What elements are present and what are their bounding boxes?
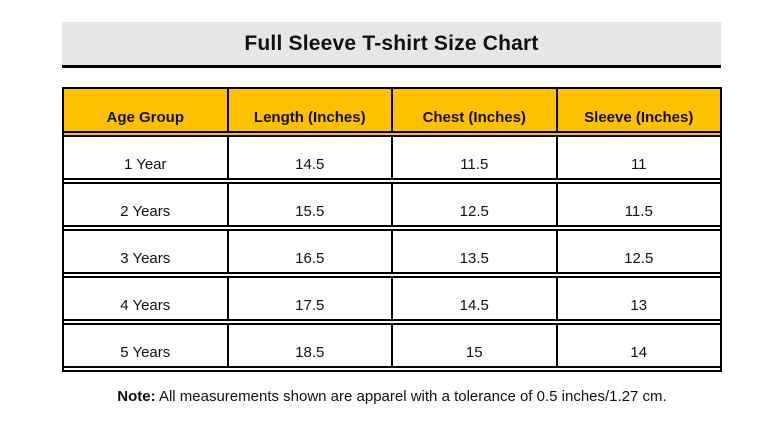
- table-cell-age: 5 Years: [64, 325, 229, 366]
- note-text: All measurements shown are apparel with …: [158, 388, 667, 405]
- column-header-age-group: Age Group: [64, 89, 229, 131]
- table-cell-chest: 12.5: [393, 184, 558, 225]
- table-row: 3 Years 16.5 13.5 12.5: [64, 231, 720, 278]
- column-header-length: Length (Inches): [229, 89, 393, 131]
- page-title: Full Sleeve T-shirt Size Chart: [244, 31, 539, 55]
- column-header-sleeve: Sleeve (Inches): [584, 109, 694, 126]
- table-cell-age: 1 Year: [64, 137, 229, 178]
- chart-title-bar: Full Sleeve T-shirt Size Chart: [62, 22, 721, 68]
- table-cell-sleeve: 11.5: [624, 203, 653, 220]
- table-cell-length: 15.5: [229, 184, 393, 225]
- note-label: Note:: [117, 388, 156, 405]
- table-cell-length: 18.5: [229, 325, 393, 366]
- table-cell-chest: 15: [393, 325, 558, 366]
- table-cell-age: 4 Years: [64, 278, 229, 319]
- table-cell-chest: 13.5: [393, 231, 558, 272]
- table-cell-sleeve: 14: [630, 344, 648, 361]
- table-cell-sleeve: 12.5: [624, 250, 654, 267]
- table-cell-length: 16.5: [229, 231, 393, 272]
- size-chart-table: Age Group Length (Inches) Chest (Inches)…: [62, 87, 722, 372]
- table-cell-age: 3 Years: [64, 231, 229, 272]
- table-cell-chest: 11.5: [393, 137, 558, 178]
- table-header-row: Age Group Length (Inches) Chest (Inches)…: [64, 89, 720, 137]
- table-cell-length: 17.5: [229, 278, 393, 319]
- table-row: 4 Years 17.5 14.5 13: [64, 278, 720, 325]
- column-header-chest: Chest (Inches): [393, 89, 558, 131]
- table-row: 2 Years 15.5 12.5 11.5: [64, 184, 720, 231]
- table-cell-age: 2 Years: [64, 184, 229, 225]
- table-row: 1 Year 14.5 11.5 11: [64, 137, 720, 184]
- table-cell-length: 14.5: [229, 137, 393, 178]
- table-row: 5 Years 18.5 15 14: [64, 325, 720, 372]
- table-cell-sleeve: 13: [630, 297, 648, 314]
- table-cell-chest: 14.5: [393, 278, 558, 319]
- tolerance-note: Note: All measurements shown are apparel…: [62, 388, 722, 405]
- table-cell-sleeve: 11: [630, 156, 647, 173]
